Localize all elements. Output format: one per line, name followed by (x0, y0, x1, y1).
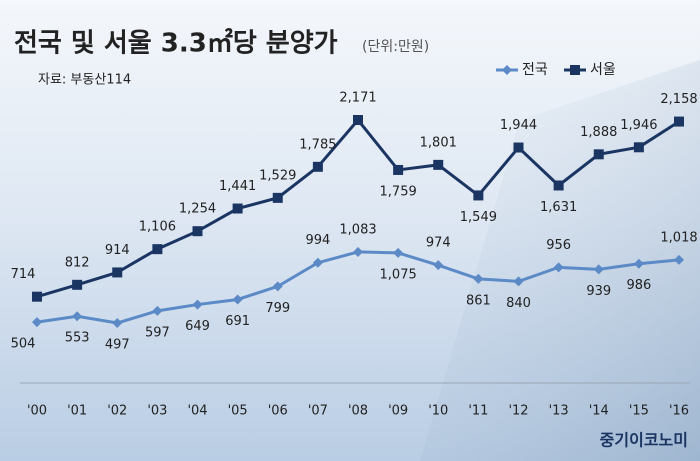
data-label: 1,944 (500, 118, 537, 133)
data-label: 1,801 (420, 135, 457, 150)
data-label: 1,018 (660, 230, 697, 245)
x-tick-label: '05 (228, 404, 248, 419)
data-label: 861 (466, 293, 491, 308)
marker (312, 257, 323, 268)
marker (353, 246, 363, 257)
data-label: 553 (65, 331, 90, 346)
x-tick-label: '01 (67, 404, 87, 419)
marker (473, 190, 484, 201)
data-label: 914 (105, 243, 130, 258)
data-label: 497 (105, 338, 130, 353)
data-label: 799 (265, 301, 290, 316)
marker (433, 260, 444, 271)
data-label: 1,083 (339, 222, 376, 237)
data-label: 1,441 (219, 179, 256, 194)
data-label: 1,106 (139, 220, 176, 235)
x-tick-label: '04 (187, 404, 207, 419)
legend: 전국 서울 (496, 62, 616, 78)
legend-marker (502, 65, 512, 75)
source: 자료: 부동산114 (38, 73, 131, 88)
x-tick-label: '06 (268, 404, 288, 419)
data-label: 1,888 (580, 125, 617, 140)
marker (553, 262, 564, 273)
marker (72, 279, 83, 290)
x-tick-label: '10 (428, 404, 448, 419)
x-tick-label: '14 (589, 404, 609, 419)
data-label: 1,075 (380, 267, 417, 282)
x-tick-label: '08 (348, 404, 368, 419)
data-label: 974 (426, 236, 451, 251)
data-label: 649 (185, 319, 210, 334)
marker (152, 244, 163, 255)
marker (272, 281, 283, 292)
marker (192, 299, 203, 310)
x-tick-label: '15 (629, 404, 649, 419)
data-label: 2,171 (339, 91, 376, 106)
marker (674, 116, 684, 127)
chart-subtitle: (단위:만원) (362, 39, 429, 55)
marker (232, 294, 243, 305)
marker (473, 273, 484, 284)
marker (593, 149, 604, 160)
marker (312, 161, 323, 172)
legend-label: 전국 (522, 62, 548, 78)
data-label: 2,158 (660, 92, 697, 107)
data-label: 840 (506, 296, 531, 311)
data-label: 1,785 (299, 137, 336, 152)
marker (553, 180, 564, 191)
marker (593, 264, 604, 275)
data-label: 597 (145, 325, 170, 340)
marker (192, 226, 203, 237)
data-label: 504 (11, 337, 36, 352)
data-label: 691 (225, 314, 250, 329)
marker (393, 164, 404, 175)
marker (393, 247, 404, 258)
chart-title: 전국 및 서울 3.3㎡당 분양가 (14, 28, 338, 59)
x-tick-label: '03 (147, 404, 167, 419)
x-tick-label: '00 (27, 404, 47, 419)
x-tick-label: '09 (388, 404, 408, 419)
x-tick-label: '11 (468, 404, 488, 419)
marker (152, 305, 163, 316)
marker (513, 276, 524, 287)
data-label: 714 (11, 267, 36, 282)
data-label: 994 (305, 233, 330, 248)
marker (353, 115, 363, 125)
data-label: 1,759 (380, 184, 417, 199)
x-tick-label: '02 (107, 404, 127, 419)
building (420, 60, 700, 461)
legend-label: 서울 (590, 62, 616, 78)
marker (272, 192, 283, 203)
marker (232, 203, 243, 214)
legend-marker (570, 65, 580, 75)
marker (112, 267, 123, 278)
marker (112, 318, 123, 328)
data-label: 939 (586, 284, 611, 299)
data-label: 1,946 (620, 118, 657, 133)
marker (32, 317, 42, 328)
data-label: 986 (626, 278, 651, 293)
data-label: 1,529 (259, 168, 296, 183)
data-label: 1,549 (460, 210, 497, 225)
marker (633, 142, 644, 153)
x-tick-label: '13 (549, 404, 569, 419)
marker (633, 258, 644, 269)
marker (72, 311, 83, 322)
data-label: 956 (546, 238, 571, 253)
brand: 중기이코노미 (600, 431, 688, 450)
marker (433, 159, 444, 170)
data-label: 1,631 (540, 200, 577, 215)
marker (32, 291, 42, 302)
data-label: 812 (65, 255, 90, 270)
x-tick-label: '12 (508, 404, 528, 419)
marker (513, 142, 524, 153)
data-label: 1,254 (179, 202, 216, 217)
x-tick-label: '16 (669, 404, 689, 419)
marker (674, 254, 684, 265)
x-tick-label: '07 (308, 404, 328, 419)
